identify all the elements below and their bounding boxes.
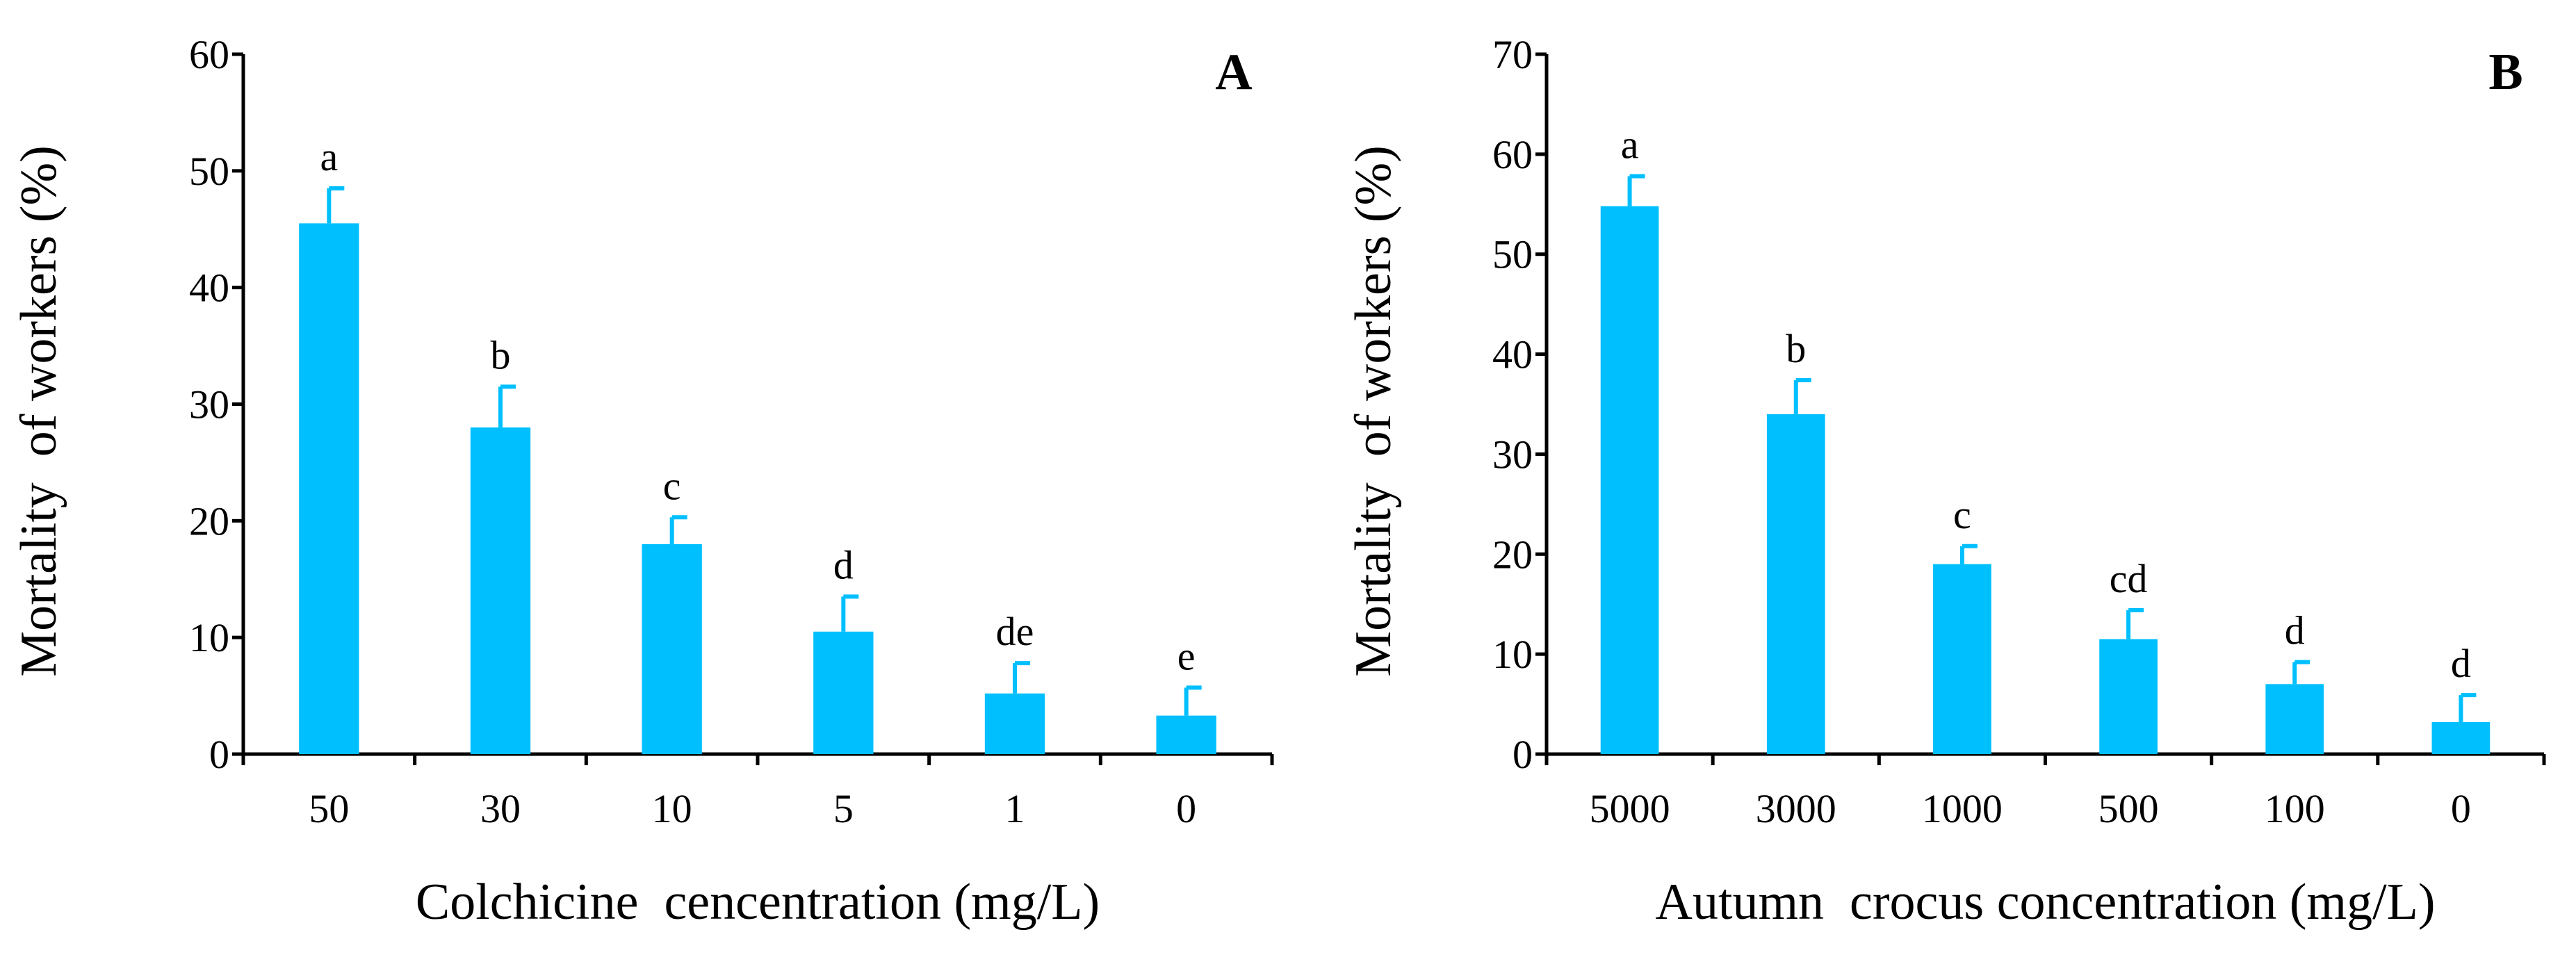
y-tick-label: 70 <box>1492 32 1533 77</box>
x-tick-label: 5000 <box>1590 786 1670 831</box>
panel-b: 0 10 20 30 40 50 60 70 a 5000 b 3000 c 1000 cd 500 d 100 d… <box>1345 32 2546 931</box>
y-tick-label: 0 <box>209 732 229 777</box>
y-tick-label: 60 <box>1492 132 1533 177</box>
y-axis-title: Mortality of workers (%) <box>1345 145 1402 676</box>
y-tick-label: 40 <box>1492 332 1533 377</box>
bar <box>2099 639 2158 754</box>
bar <box>1933 564 1991 754</box>
significance-label: e <box>1177 633 1196 678</box>
y-tick-label: 20 <box>189 498 229 544</box>
x-axis-title: Autumn crocus concentration (mg/L) <box>1656 874 2436 931</box>
y-tick-label: 10 <box>1492 632 1533 677</box>
significance-label: a <box>320 134 338 179</box>
bar <box>813 631 874 754</box>
x-tick-label: 5 <box>833 786 854 831</box>
x-tick-label: 0 <box>2451 786 2471 831</box>
x-tick-label: 3000 <box>1756 786 1836 831</box>
y-tick-label: 30 <box>189 382 229 427</box>
significance-label: b <box>1786 326 1806 371</box>
bar <box>984 693 1045 754</box>
significance-label: d <box>2285 608 2305 653</box>
y-tick-label: 0 <box>1513 732 1533 777</box>
y-tick-label: 10 <box>189 615 229 660</box>
bar <box>2265 684 2324 754</box>
bar <box>1600 206 1659 755</box>
significance-label: d <box>833 542 854 587</box>
y-tick-label: 50 <box>189 149 229 194</box>
y-tick-label: 40 <box>189 265 229 311</box>
significance-label: b <box>491 332 511 377</box>
x-tick-label: 10 <box>652 786 692 831</box>
y-tick-label: 20 <box>1492 532 1533 577</box>
significance-label: cd <box>2110 556 2148 601</box>
bar <box>642 544 702 754</box>
y-tick-label: 50 <box>1492 232 1533 277</box>
bar <box>2431 721 2491 754</box>
y-tick-label: 60 <box>189 32 229 77</box>
panel-label: A <box>1215 44 1252 101</box>
y-tick-label: 30 <box>1492 432 1533 477</box>
significance-label: c <box>1953 492 1971 537</box>
x-tick-label: 1000 <box>1922 786 2003 831</box>
x-tick-label: 0 <box>1176 786 1196 831</box>
x-tick-label: 50 <box>309 786 349 831</box>
x-tick-label: 100 <box>2265 786 2325 831</box>
significance-label: de <box>996 609 1034 654</box>
x-tick-label: 30 <box>480 786 521 831</box>
significance-label: a <box>1621 122 1639 168</box>
bar <box>1156 715 1216 754</box>
x-axis-title: Colchicine cencentration (mg/L) <box>416 874 1100 931</box>
panel-a: 0 10 20 30 40 50 60 a 50 b 30 c 10 d 5 de 1 e 0 Mortality o… <box>10 32 1274 931</box>
bar <box>299 223 359 754</box>
x-tick-label: 1 <box>1005 786 1025 831</box>
panel-label: B <box>2488 44 2522 101</box>
bar <box>1766 414 1825 754</box>
significance-label: d <box>2451 641 2471 686</box>
x-tick-label: 500 <box>2098 786 2159 831</box>
significance-label: c <box>663 463 681 508</box>
bar <box>470 427 531 754</box>
y-axis-title: Mortality of workers (%) <box>10 145 67 676</box>
